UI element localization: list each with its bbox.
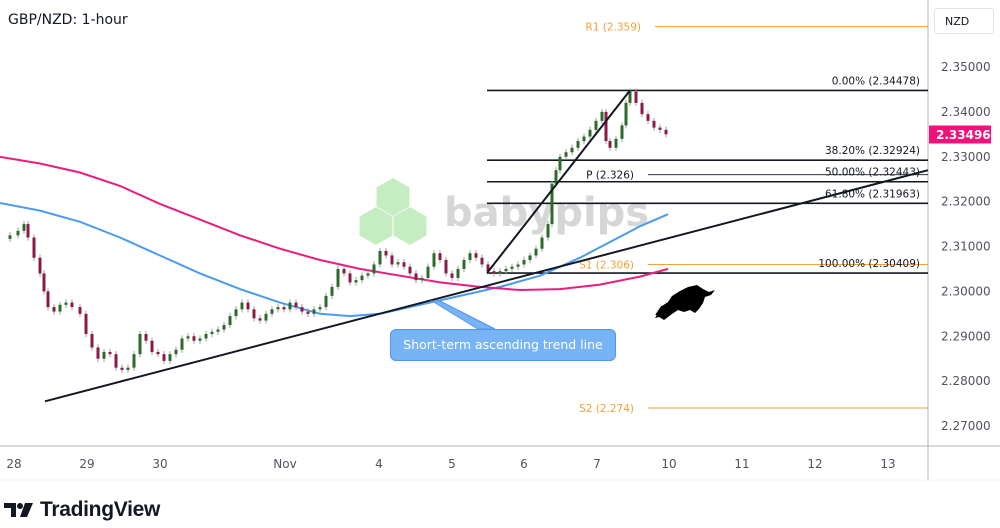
svg-text:2.28000: 2.28000 (941, 374, 991, 388)
svg-text:5: 5 (448, 457, 456, 471)
trend-line-fib-swing (486, 89, 631, 274)
pivot-label-r1: R1 (2.359) (585, 22, 641, 34)
time-axis[interactable]: 28 29 30 Nov 4 5 6 7 10 11 12 13 (6, 457, 895, 471)
last-price-badge: 2.33496 (936, 128, 991, 142)
currency-label[interactable]: NZD (934, 8, 994, 34)
pivot-label-p: P (2.326) (586, 170, 634, 182)
svg-text:2.29000: 2.29000 (941, 329, 991, 343)
svg-text:7: 7 (593, 457, 601, 471)
fibonacci-retracement: 0.00% (2.34478) 38.20% (2.32924) 50.00% (2… (487, 75, 928, 274)
trend-lines[interactable] (44, 89, 929, 403)
tradingview-logo[interactable]: TradingView (4, 498, 160, 522)
pivot-levels: R1 (2.359) P (2.326) S1 (2.306) S2 (2.274) (579, 22, 928, 415)
svg-text:10: 10 (661, 457, 676, 471)
svg-text:6: 6 (520, 457, 528, 471)
pivot-label-s2: S2 (2.274) (579, 403, 634, 415)
tradingview-logo-text: TradingView (40, 498, 161, 521)
svg-text:2.32000: 2.32000 (941, 195, 991, 209)
bull-icon (655, 285, 715, 320)
svg-text:2.35000: 2.35000 (941, 60, 991, 74)
svg-text:29: 29 (79, 457, 94, 471)
svg-text:2.30000: 2.30000 (941, 284, 991, 298)
chart-title: GBP/NZD: 1-hour (8, 12, 128, 28)
svg-text:28: 28 (6, 457, 21, 471)
svg-text:2.34000: 2.34000 (941, 105, 991, 119)
svg-text:50.00% (2.32443): 50.00% (2.32443) (825, 167, 920, 179)
svg-text:4: 4 (375, 457, 383, 471)
svg-text:2.31000: 2.31000 (941, 240, 991, 254)
trend-line-annotation: Short-term ascending trend line (390, 329, 616, 361)
babypips-watermark: babypips (359, 178, 649, 245)
axes (0, 0, 1000, 481)
trend-line-short-term-ascending (44, 169, 929, 403)
svg-text:2.27000: 2.27000 (941, 419, 991, 433)
tradingview-logo-icon (4, 503, 33, 517)
svg-text:2.33000: 2.33000 (941, 150, 991, 164)
svg-text:11: 11 (734, 457, 749, 471)
svg-text:100.00% (2.30409): 100.00% (2.30409) (818, 258, 920, 270)
candlesticks (8, 88, 668, 374)
pivot-label-s1: S1 (2.306) (579, 259, 634, 271)
svg-text:Nov: Nov (273, 457, 296, 471)
annotation-pointer (430, 300, 496, 330)
svg-text:0.00% (2.34478): 0.00% (2.34478) (832, 75, 920, 87)
price-axis[interactable]: 2.35000 2.34000 2.33000 2.32000 2.31000 2.300… (929, 60, 991, 433)
svg-text:30: 30 (152, 457, 167, 471)
svg-text:12: 12 (807, 457, 822, 471)
svg-text:13: 13 (880, 457, 895, 471)
svg-text:38.20% (2.32924): 38.20% (2.32924) (825, 145, 920, 157)
moving-averages (0, 155, 669, 318)
